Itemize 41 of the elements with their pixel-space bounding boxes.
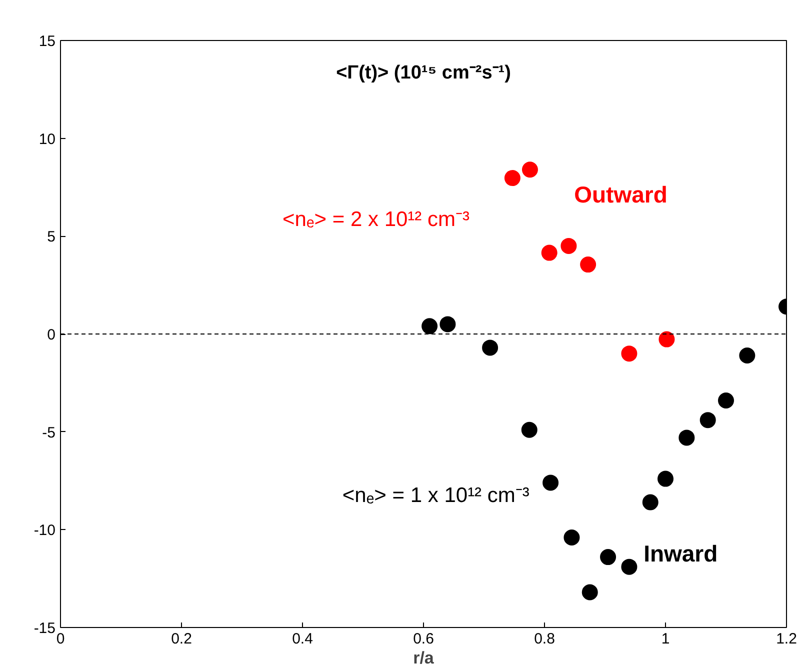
point: [440, 316, 456, 332]
x-tick-label: 0.4: [292, 630, 313, 648]
x-tick-label: 0.8: [534, 630, 555, 648]
x-tick-label: 0.6: [413, 630, 434, 648]
point: [700, 412, 716, 428]
x-tick-label: 0.2: [171, 630, 192, 648]
y-tick-label: -5: [42, 424, 56, 442]
point: [580, 256, 596, 273]
point: [642, 494, 658, 510]
y-tick-label: -15: [34, 620, 56, 637]
point: [600, 549, 616, 566]
y-tick-label: 0: [47, 326, 56, 344]
point: [521, 422, 538, 438]
point: [564, 530, 580, 546]
point: [678, 430, 695, 446]
point: [658, 470, 674, 487]
point: [422, 318, 438, 334]
text: <nₑ> = 2 x 10¹² cm⁻³: [282, 208, 470, 232]
point: [560, 238, 577, 254]
point: [658, 331, 675, 348]
point: [739, 348, 756, 364]
point: [582, 584, 598, 600]
point: [621, 346, 638, 362]
point: [542, 474, 559, 491]
y-tick-label: 15: [38, 33, 56, 50]
annotation: Inward: [644, 540, 718, 567]
y-tick-label: -10: [34, 522, 56, 540]
point: [482, 340, 498, 356]
text: <Γ(t)> (10¹⁵ cm⁻²s⁻¹): [336, 62, 511, 84]
point: [504, 170, 520, 186]
point: [718, 392, 734, 409]
point: [541, 244, 558, 261]
x-tick-label: 1: [661, 630, 670, 648]
x-tick-label: 1.2: [776, 630, 797, 648]
y-tick-label: 10: [38, 130, 56, 148]
y-tick-label: 5: [47, 228, 56, 246]
x-axis-title: r/a: [413, 648, 434, 668]
point: [621, 558, 638, 575]
annotation: Outward: [574, 181, 668, 208]
point: [522, 162, 538, 178]
series-label: <nₑ> = 1 x 10¹² cm⁻³: [342, 484, 530, 507]
